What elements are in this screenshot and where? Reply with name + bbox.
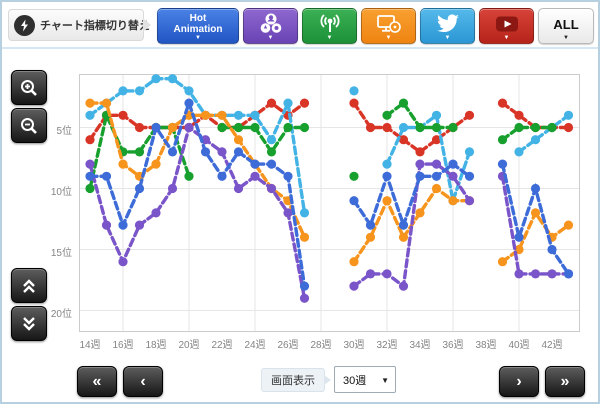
x-axis-tick-label: 32週 (370, 336, 404, 351)
chevron-left-icon: ‹ (140, 373, 145, 391)
page-title: チャート指標切り替え (40, 17, 150, 33)
x-axis-tick-label: 22週 (205, 336, 239, 351)
scroll-up-button[interactable] (11, 268, 47, 303)
x-axis-tick-label: 18週 (139, 336, 173, 351)
chevron-down-icon: ▼ (158, 35, 238, 42)
x-axis-tick-label: 14週 (73, 336, 107, 351)
all-filter-button[interactable]: ALL ▼ (538, 8, 594, 44)
hot-animation-label: HotAnimation (174, 13, 223, 35)
display-window-label: 画面表示 (261, 368, 325, 392)
display-window-value: 30週 (343, 372, 366, 388)
page-next-button[interactable]: › (499, 366, 539, 397)
x-axis-tick-label: 34週 (403, 336, 437, 351)
x-axis-tick-label: 40週 (502, 336, 536, 351)
y-axis-tick-label: 20位 (30, 305, 72, 320)
bolt-icon (14, 15, 35, 36)
chevron-down-icon: ▼ (480, 35, 533, 42)
chevron-down-icon: ▼ (421, 35, 474, 42)
chart-widget: チャート指標切り替え HotAnimation ▼ ▼ (0, 0, 600, 404)
y-axis-tick-label: 10位 (30, 183, 72, 198)
page-first-button[interactable]: « (77, 366, 117, 397)
media-filter-button[interactable]: ▼ (361, 8, 416, 44)
x-axis-tick-label: 28週 (304, 336, 338, 351)
chart-switch-title: チャート指標切り替え (8, 9, 144, 41)
chevron-down-icon: ▼ (244, 35, 297, 42)
y-axis-tick-label: 5位 (30, 122, 72, 137)
youtube-filter-button[interactable]: ▼ (479, 8, 534, 44)
zoom-in-button[interactable] (11, 70, 47, 105)
x-axis-tick-label: 24週 (238, 336, 272, 351)
twitter-filter-button[interactable]: ▼ (420, 8, 475, 44)
chevron-down-icon: ▼ (362, 35, 415, 42)
chevron-down-icon: ▼ (303, 35, 356, 42)
x-axis-tick-label: 42週 (535, 336, 569, 351)
page-prev-button[interactable]: ‹ (123, 366, 163, 397)
toolbar: チャート指標切り替え HotAnimation ▼ ▼ (2, 2, 598, 49)
double-chevron-left-icon: « (93, 373, 102, 391)
broadcast-filter-button[interactable]: ▼ (302, 8, 357, 44)
x-axis-tick-label: 16週 (106, 336, 140, 351)
x-axis-tick-label: 36週 (436, 336, 470, 351)
y-axis-tick-label: 15位 (30, 244, 72, 259)
x-axis-tick-label: 30週 (337, 336, 371, 351)
rank-chart[interactable] (79, 74, 580, 332)
double-chevron-right-icon: » (561, 373, 570, 391)
all-label: ALL (553, 17, 578, 32)
x-axis-tick-label: 38週 (469, 336, 503, 351)
x-axis-tick-label: 20週 (172, 336, 206, 351)
chevron-down-icon: ▼ (381, 376, 389, 385)
chevron-right-icon: › (516, 373, 521, 391)
hot-animation-button[interactable]: HotAnimation ▼ (157, 8, 239, 44)
group-filter-button[interactable]: ▼ (243, 8, 298, 44)
page-last-button[interactable]: » (545, 366, 585, 397)
chart-svg (79, 74, 580, 332)
x-axis-tick-label: 26週 (271, 336, 305, 351)
chevron-down-icon: ▼ (539, 35, 593, 42)
display-window-select[interactable]: 30週 ▼ (334, 366, 396, 393)
